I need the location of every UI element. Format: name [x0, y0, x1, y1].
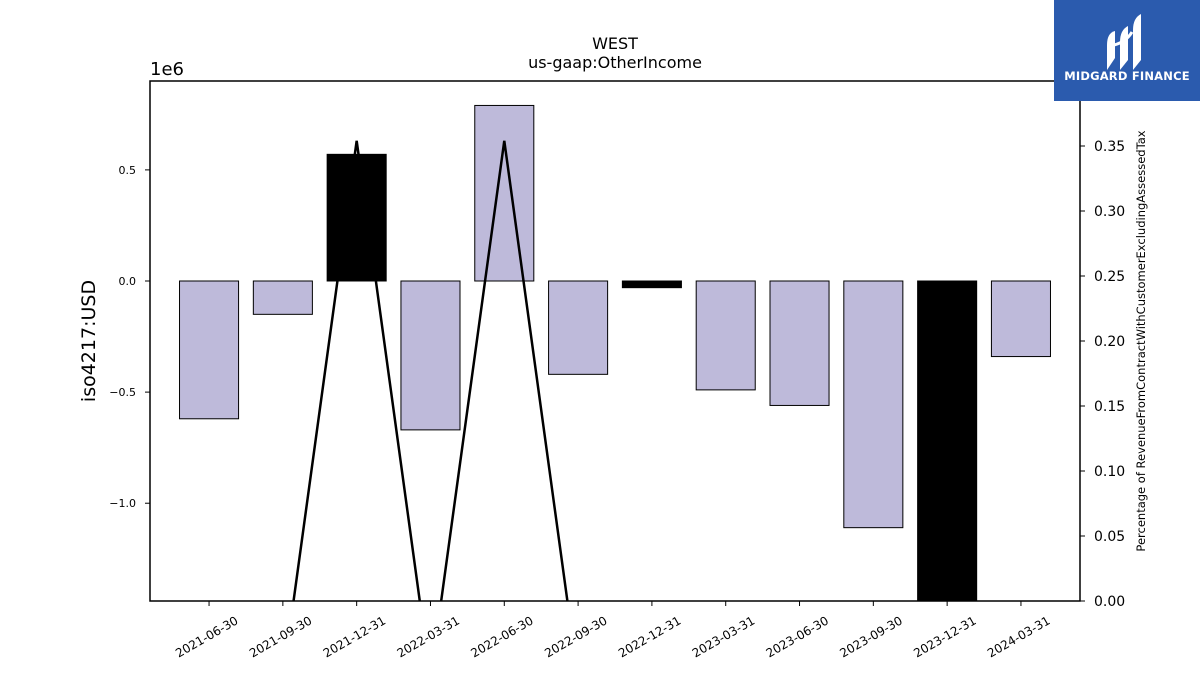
y-tick-label: 0.0: [119, 275, 137, 288]
x-tick-label: 2022-09-30: [542, 613, 609, 660]
y2-tick-label: 0.05: [1094, 529, 1125, 545]
x-tick-label: 2023-09-30: [837, 613, 904, 660]
bars-group: [179, 104, 1051, 602]
bar: [400, 280, 461, 431]
y2-axis-label: Percentage of RevenueFromContractWithCus…: [1134, 130, 1148, 551]
y-tick-label: −1.0: [109, 497, 136, 510]
percentage-line-group: [292, 140, 569, 601]
y2-tick-label: 0.10: [1094, 464, 1125, 480]
y-axis-label: iso4217:USD: [78, 280, 100, 402]
y2-tick-label: 0.25: [1094, 269, 1125, 285]
y2-tick-label: 0.15: [1094, 399, 1125, 415]
bar: [621, 280, 682, 289]
bar: [474, 104, 535, 282]
x-axis: 2021-06-30 2021-09-30 2021-12-31 2022-03-31…: [173, 601, 1052, 660]
bar: [179, 280, 240, 420]
y2-tick-label: 0.20: [1094, 334, 1125, 350]
y2-tick-label: 0.35: [1094, 139, 1125, 155]
chart-subtitle: us-gaap:OtherIncome: [528, 53, 702, 72]
y2-tick-label: 0.30: [1094, 204, 1125, 220]
y2-tick-label: 0.00: [1094, 594, 1125, 610]
bar: [695, 280, 756, 391]
x-tick-label: 2022-03-31: [395, 613, 462, 660]
bar: [843, 280, 904, 529]
y-offset-label: 1e6: [150, 59, 184, 80]
y-axis: 0.5 0.0 −0.5 −1.0: [109, 164, 150, 510]
x-tick-label: 2023-12-31: [911, 613, 978, 660]
bar: [548, 280, 609, 375]
bar: [326, 153, 387, 282]
y-tick-label: 0.5: [119, 164, 137, 177]
percentage-line: [292, 140, 569, 601]
chart-title: WEST: [592, 34, 638, 53]
x-tick-label: 2024-03-31: [985, 613, 1052, 660]
y-tick-label: −0.5: [109, 386, 136, 399]
bar: [917, 280, 978, 602]
x-tick-label: 2023-06-30: [764, 613, 831, 660]
x-tick-label: 2022-12-31: [616, 613, 683, 660]
x-tick-label: 2023-03-31: [690, 613, 757, 660]
x-tick-label: 2022-06-30: [468, 613, 535, 660]
x-tick-label: 2021-09-30: [247, 613, 314, 660]
bar: [252, 280, 313, 315]
bar: [990, 280, 1051, 358]
logo-mark-icon: [1107, 14, 1141, 70]
logo-text: MIDGARD FINANCE: [1064, 69, 1190, 83]
x-tick-label: 2021-12-31: [321, 613, 388, 660]
y2-axis: 0.00 0.05 0.10 0.15 0.20 0.25 0.30 0.35: [1080, 139, 1125, 610]
brand-logo: MIDGARD FINANCE: [1054, 0, 1200, 101]
bar: [769, 280, 830, 406]
x-tick-label: 2021-06-30: [173, 613, 240, 660]
